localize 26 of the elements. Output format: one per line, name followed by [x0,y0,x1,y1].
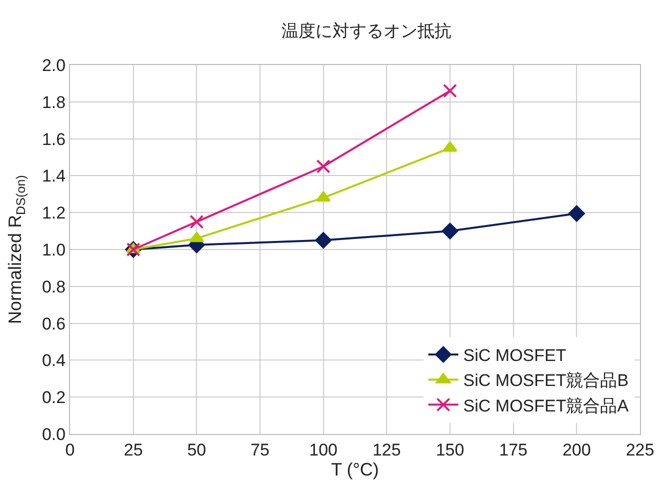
y-tick-label: 1.0 [42,240,66,260]
y-tick-label: 1.4 [42,166,66,186]
y-tick-label: 0.6 [42,314,66,334]
legend-label: SiC MOSFET競合品B [463,371,629,390]
x-tick-label: 75 [250,440,270,460]
x-tick-label: 150 [436,440,464,460]
x-tick-label: 0 [65,440,75,460]
y-tick-label: 1.2 [42,204,66,223]
x-axis-title: T (°C) [331,460,379,480]
y-tick-label: 1.6 [42,130,66,149]
y-tick-label: 0.8 [42,277,66,296]
y-tick-label: 0.4 [42,351,66,370]
x-tick-label: 200 [562,440,591,460]
y-tick-label: 0.0 [42,424,66,444]
y-tick-label: 2.0 [42,56,66,75]
x-tick-label: 50 [187,440,206,460]
y-tick-label: 0.2 [42,388,66,408]
x-tick-label: 100 [309,440,338,460]
x-tick-label: 225 [626,440,654,460]
y-tick-label: 1.8 [42,92,66,112]
x-tick-label: 25 [124,440,143,460]
x-tick-label: 175 [499,440,528,460]
legend-label: SiC MOSFET [463,346,566,366]
legend-label: SiC MOSFET競合品A [463,396,630,416]
x-tick-label: 125 [372,440,401,460]
chart-title: 温度に対するオン抵抗 [281,21,452,40]
